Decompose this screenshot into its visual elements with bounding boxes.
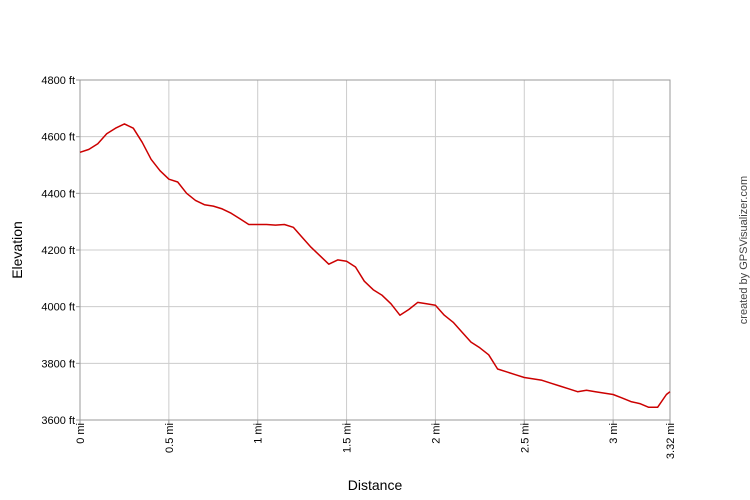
y-tick-label: 4200 ft	[41, 245, 75, 257]
elevation-profile-line	[79, 123, 671, 409]
x-tick-label: 2.5 mi	[519, 423, 531, 453]
x-tick-label: 1 mi	[253, 423, 265, 444]
x-tick-label: 2 mi	[430, 423, 442, 444]
y-tick-label: 4000 ft	[41, 302, 75, 314]
x-tick-label: 1.5 mi	[342, 423, 354, 453]
y-tick-label: 4800 ft	[41, 75, 75, 87]
y-axis-ticks: 3600 ft 3800 ft 4000 ft 4200 ft 4400 ft 4600 …	[41, 75, 80, 427]
y-tick-label: 3600 ft	[41, 415, 75, 427]
y-tick-label: 4400 ft	[41, 188, 75, 200]
x-tick-label: 0.5 mi	[164, 423, 176, 453]
x-tick-label: 3.32 mi	[665, 423, 677, 459]
x-tick-label: 3 mi	[608, 423, 620, 444]
credit-text: created by GPSVisualizer.com	[738, 176, 750, 324]
x-tick-label: 0 mi	[75, 423, 87, 444]
y-tick-label: 4600 ft	[41, 132, 75, 144]
x-axis-title: Distance	[348, 477, 403, 493]
y-axis-title: Elevation	[9, 221, 25, 279]
x-axis-ticks: 0 mi 0.5 mi 1 mi 1.5 mi 2 mi 2.5 mi 3 mi 3.32 m…	[75, 420, 677, 459]
y-tick-label: 3800 ft	[41, 358, 75, 370]
